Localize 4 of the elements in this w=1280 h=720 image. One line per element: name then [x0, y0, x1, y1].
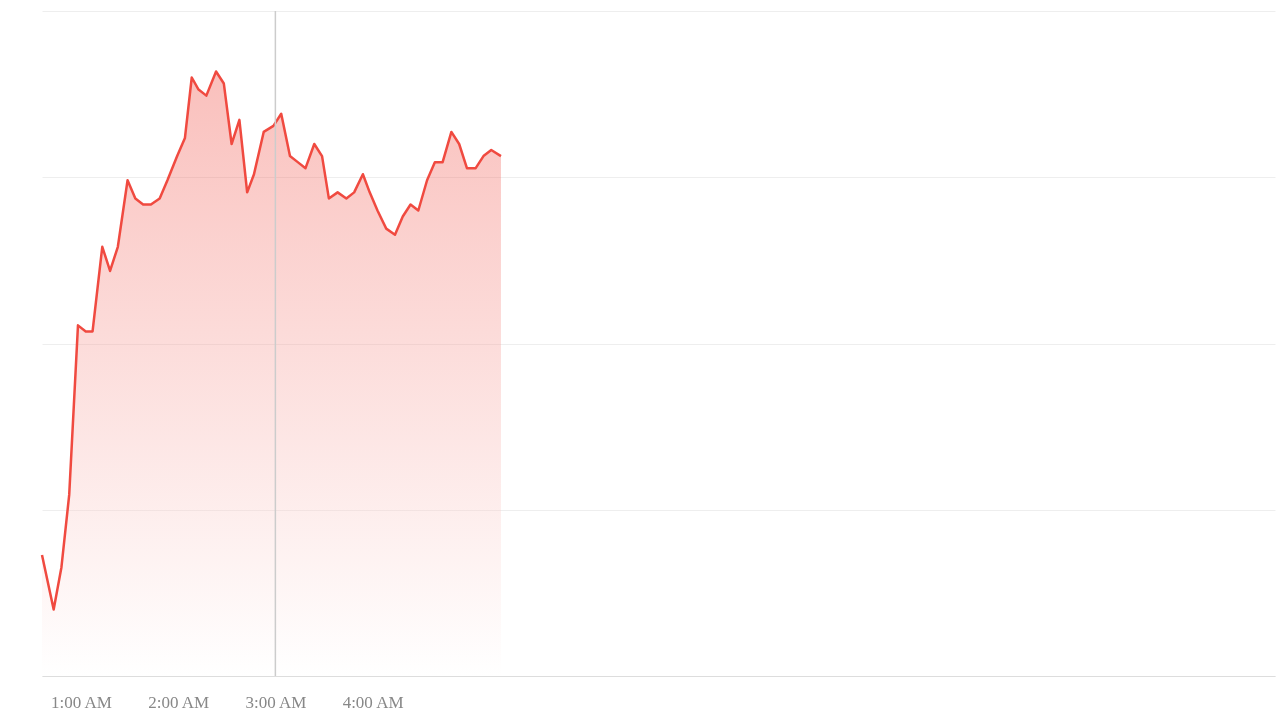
x-tick-label: 3:00 AM [245, 692, 307, 712]
x-tick-label: 4:00 AM [342, 692, 404, 712]
x-tick-label: 2:00 AM [148, 692, 210, 712]
x-tick-label: 1:00 AM [50, 692, 112, 712]
